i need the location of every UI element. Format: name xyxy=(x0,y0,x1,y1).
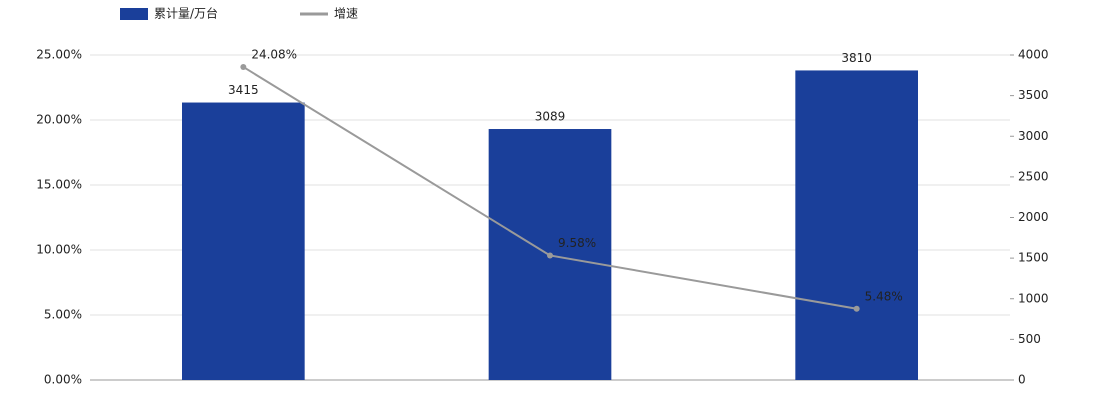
line-point xyxy=(547,252,553,259)
line-point xyxy=(853,305,860,312)
y2-tick-label: 4000 xyxy=(1018,48,1049,62)
y2-tick-label: 2000 xyxy=(1018,210,1049,224)
y-tick-label: 20.00% xyxy=(36,113,82,127)
bar xyxy=(795,70,918,380)
data-label: 24.08% xyxy=(251,47,297,61)
y2-tick-label: 1500 xyxy=(1018,251,1049,265)
data-label: 3415 xyxy=(228,83,259,97)
y-tick-label: 10.00% xyxy=(36,243,82,257)
legend-swatch xyxy=(120,8,148,20)
y2-tick-label: 3500 xyxy=(1018,88,1049,102)
y-tick-label: 5.00% xyxy=(44,308,82,322)
y2-tick-label: 3000 xyxy=(1018,129,1049,143)
y2-tick-label: 1000 xyxy=(1018,291,1049,305)
data-label: 3089 xyxy=(535,110,566,124)
y2-tick-label: 0 xyxy=(1018,373,1026,387)
legend-label: 累计量/万台 xyxy=(154,6,218,21)
y2-tick-label: 500 xyxy=(1018,332,1041,346)
y-tick-label: 15.00% xyxy=(36,178,82,192)
line-point xyxy=(240,63,247,70)
legend-label: 增速 xyxy=(334,7,358,21)
bar xyxy=(182,102,305,380)
data-label: 3810 xyxy=(841,51,872,65)
y2-tick-label: 2500 xyxy=(1018,169,1049,183)
data-label: 5.48% xyxy=(865,289,903,303)
data-label: 9.58% xyxy=(558,236,596,250)
y-tick-label: 0.00% xyxy=(44,373,82,387)
y-tick-label: 25.00% xyxy=(36,48,82,62)
